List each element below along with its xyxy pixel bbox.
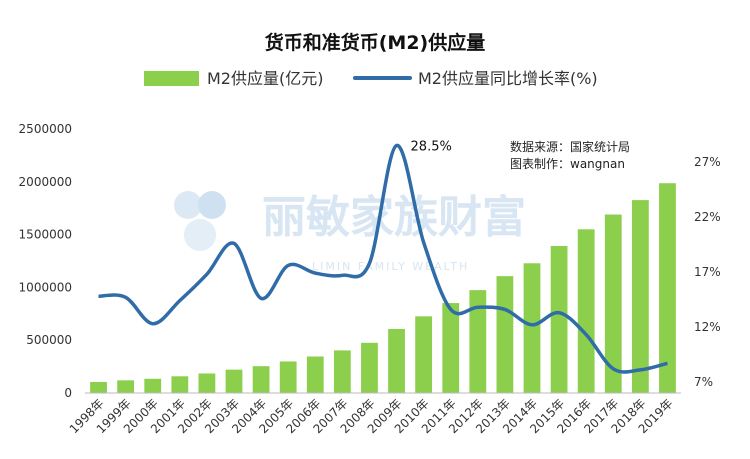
bar-2010年: [415, 316, 433, 393]
bar-2007年: [333, 350, 351, 393]
peak-annotation: 28.5%: [411, 140, 452, 155]
y-right-tick-label: 27%: [694, 155, 721, 169]
bar-2019年: [659, 183, 676, 393]
watermark-logo-icon: [184, 219, 216, 251]
y-left-axis: 0 500000 1000000 1500000 2000000 2500000: [19, 122, 72, 400]
watermark-subtext: LIMIN FAMILY WEALTH: [312, 260, 469, 273]
y-right-axis: 7% 12% 17% 22% 27%: [694, 155, 721, 389]
bar-2015年: [550, 245, 568, 393]
watermark-text: 丽敏家族财富: [262, 192, 526, 243]
bar-2018年: [631, 200, 649, 393]
bar-2002年: [198, 373, 216, 393]
y-left-tick-label: 0: [64, 386, 72, 400]
y-left-tick-label: 500000: [26, 333, 72, 347]
bar-series: [90, 183, 676, 393]
bar-2005年: [279, 361, 297, 393]
y-right-tick-label: 12%: [694, 320, 721, 334]
watermark-logo-icon: [174, 191, 202, 219]
chart-title: 货币和准货币(M2)供应量: [265, 31, 486, 54]
bar-2008年: [361, 342, 378, 393]
y-right-tick-label: 17%: [694, 265, 721, 279]
legend-bar-label: M2供应量(亿元): [207, 69, 323, 88]
legend-bar-swatch: [144, 71, 199, 86]
bar-2009年: [388, 328, 405, 393]
bar-2016年: [577, 229, 595, 393]
line-series: [98, 143, 668, 374]
bar-2000年: [144, 378, 162, 393]
bar-2012年: [469, 290, 487, 393]
y-left-tick-label: 2000000: [19, 175, 72, 189]
bar-2013年: [496, 276, 514, 393]
bar-2003年: [225, 369, 243, 393]
x-axis: 1998年1999年2000年2001年2002年2003年2004年2005年…: [67, 396, 676, 436]
source-line-1: 数据来源：国家统计局: [510, 139, 630, 154]
y-right-tick-label: 7%: [694, 375, 713, 389]
legend: M2供应量(亿元) M2供应量同比增长率(%): [144, 69, 598, 88]
bar-1999年: [117, 380, 135, 393]
y-left-tick-label: 1500000: [19, 228, 72, 242]
y-right-tick-label: 22%: [694, 210, 721, 224]
bar-2004年: [252, 366, 270, 393]
watermark: 丽敏家族财富 LIMIN FAMILY WEALTH: [174, 191, 526, 273]
bar-2001年: [171, 376, 189, 393]
bar-2014年: [523, 263, 541, 393]
bar-2006年: [306, 356, 324, 393]
bar-1998年: [90, 381, 107, 393]
bar-2017年: [604, 214, 622, 393]
bar-2011年: [442, 303, 460, 393]
y-left-tick-label: 1000000: [19, 280, 72, 294]
growth-rate-line: [98, 143, 668, 374]
legend-line-label: M2供应量同比增长率(%): [418, 69, 598, 88]
source-line-2: 图表制作：wangnan: [510, 157, 625, 171]
y-left-tick-label: 2500000: [19, 122, 72, 136]
watermark-logo-icon: [198, 191, 226, 219]
